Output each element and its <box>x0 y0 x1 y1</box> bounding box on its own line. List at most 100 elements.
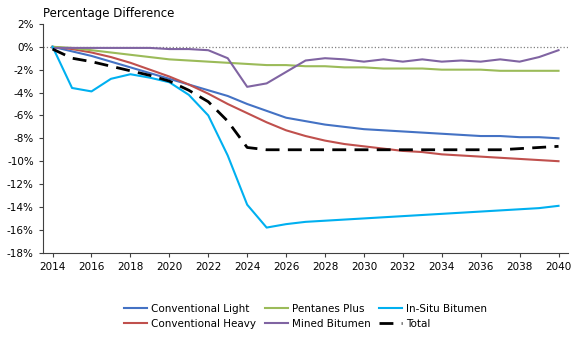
In-Situ Bitumen <box>321 219 328 223</box>
Conventional Heavy <box>146 68 153 72</box>
Conventional Heavy <box>555 159 562 163</box>
Conventional Heavy <box>224 102 231 106</box>
In-Situ Bitumen <box>127 72 134 76</box>
Conventional Light <box>477 134 484 138</box>
Mined Bitumen <box>438 60 445 64</box>
Total <box>535 146 542 150</box>
In-Situ Bitumen <box>341 218 348 222</box>
Conventional Light <box>360 127 367 131</box>
Conventional Light <box>302 119 309 123</box>
Mined Bitumen <box>380 57 387 61</box>
Total <box>166 79 173 83</box>
Conventional Heavy <box>380 147 387 151</box>
Total <box>477 148 484 152</box>
Conventional Heavy <box>127 61 134 65</box>
Pentanes Plus <box>263 63 270 67</box>
In-Situ Bitumen <box>224 153 231 157</box>
Mined Bitumen <box>516 60 523 64</box>
Conventional Heavy <box>496 156 503 160</box>
Pentanes Plus <box>88 48 95 52</box>
Conventional Light <box>88 54 95 58</box>
Conventional Light <box>49 45 56 49</box>
Conventional Light <box>282 116 289 120</box>
Conventional Heavy <box>244 111 251 115</box>
In-Situ Bitumen <box>146 75 153 80</box>
Conventional Heavy <box>282 128 289 132</box>
Mined Bitumen <box>282 70 289 74</box>
In-Situ Bitumen <box>186 93 193 97</box>
Pentanes Plus <box>477 68 484 72</box>
Conventional Light <box>380 128 387 132</box>
Mined Bitumen <box>555 48 562 52</box>
Total <box>146 73 153 78</box>
In-Situ Bitumen <box>419 213 426 217</box>
Total <box>380 148 387 152</box>
Pentanes Plus <box>321 64 328 68</box>
Total <box>282 148 289 152</box>
Total <box>360 148 367 152</box>
Text: Percentage Difference: Percentage Difference <box>43 7 174 20</box>
Conventional Heavy <box>49 45 56 49</box>
In-Situ Bitumen <box>244 203 251 207</box>
Total <box>302 148 309 152</box>
Total <box>107 64 114 68</box>
Total <box>438 148 445 152</box>
Conventional Heavy <box>360 144 367 148</box>
Total <box>186 88 193 92</box>
In-Situ Bitumen <box>458 211 465 215</box>
In-Situ Bitumen <box>516 207 523 211</box>
Mined Bitumen <box>400 60 407 64</box>
Total <box>516 147 523 151</box>
Conventional Light <box>186 83 193 87</box>
In-Situ Bitumen <box>302 220 309 224</box>
Conventional Heavy <box>186 83 193 87</box>
Pentanes Plus <box>360 65 367 69</box>
Conventional Light <box>400 129 407 133</box>
Conventional Light <box>263 109 270 113</box>
Pentanes Plus <box>166 57 173 61</box>
Conventional Light <box>127 65 134 69</box>
Pentanes Plus <box>516 69 523 73</box>
Legend: Conventional Light, Conventional Heavy, Pentanes Plus, Mined Bitumen, In-Situ Bi: Conventional Light, Conventional Heavy, … <box>124 304 487 329</box>
Conventional Light <box>555 136 562 140</box>
In-Situ Bitumen <box>555 204 562 208</box>
Mined Bitumen <box>166 47 173 51</box>
Total <box>88 60 95 64</box>
Conventional Light <box>244 102 251 106</box>
Line: Pentanes Plus: Pentanes Plus <box>53 47 559 71</box>
Conventional Light <box>107 60 114 64</box>
Conventional Heavy <box>88 51 95 55</box>
Conventional Heavy <box>302 134 309 138</box>
Pentanes Plus <box>282 63 289 67</box>
Mined Bitumen <box>224 56 231 60</box>
In-Situ Bitumen <box>438 212 445 216</box>
Line: Conventional Light: Conventional Light <box>53 47 559 138</box>
In-Situ Bitumen <box>380 215 387 219</box>
Pentanes Plus <box>419 66 426 70</box>
Mined Bitumen <box>186 47 193 51</box>
Mined Bitumen <box>496 57 503 61</box>
Mined Bitumen <box>107 46 114 50</box>
Line: Mined Bitumen: Mined Bitumen <box>53 48 559 87</box>
Total <box>68 56 75 60</box>
Conventional Heavy <box>535 158 542 162</box>
Pentanes Plus <box>49 45 56 49</box>
Total <box>341 148 348 152</box>
Pentanes Plus <box>458 68 465 72</box>
Mined Bitumen <box>302 59 309 63</box>
In-Situ Bitumen <box>360 216 367 220</box>
Conventional Light <box>458 133 465 137</box>
In-Situ Bitumen <box>282 222 289 226</box>
In-Situ Bitumen <box>205 114 212 118</box>
Total <box>205 100 212 104</box>
Conventional Light <box>341 125 348 129</box>
Total <box>127 69 134 73</box>
Conventional Light <box>205 88 212 92</box>
Conventional Light <box>516 135 523 139</box>
Pentanes Plus <box>380 66 387 70</box>
Conventional Heavy <box>107 55 114 59</box>
Mined Bitumen <box>360 60 367 64</box>
Pentanes Plus <box>146 55 153 59</box>
Mined Bitumen <box>146 46 153 50</box>
Total <box>224 119 231 123</box>
